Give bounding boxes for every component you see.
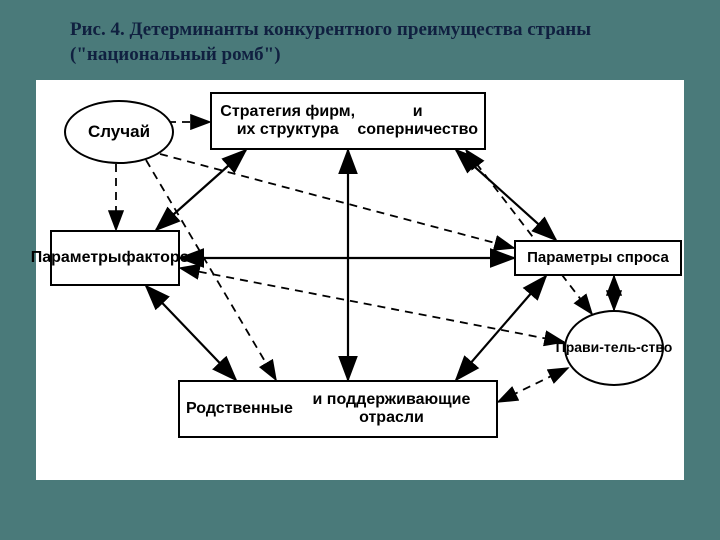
node-government: Прави-тель-ство (564, 310, 664, 386)
node-strategy: Стратегия фирм, их структураи соперничес… (210, 92, 486, 150)
slide-title: Рис. 4. Детерминанты конкурентного преим… (70, 18, 591, 67)
node-demand: Параметры спроса (514, 240, 682, 276)
title-line-1: Рис. 4. Детерминанты конкурентного преим… (70, 19, 591, 40)
node-factors: Параметрыфакторов (50, 230, 180, 286)
diagram-canvas: Случай Стратегия фирм, их структураи соп… (36, 80, 684, 480)
node-related: Родственныеи поддерживающие отрасли (178, 380, 498, 438)
title-line-2: ("национальный ромб") (70, 44, 281, 65)
slide: Рис. 4. Детерминанты конкурентного преим… (0, 0, 720, 540)
node-chance: Случай (64, 100, 174, 164)
